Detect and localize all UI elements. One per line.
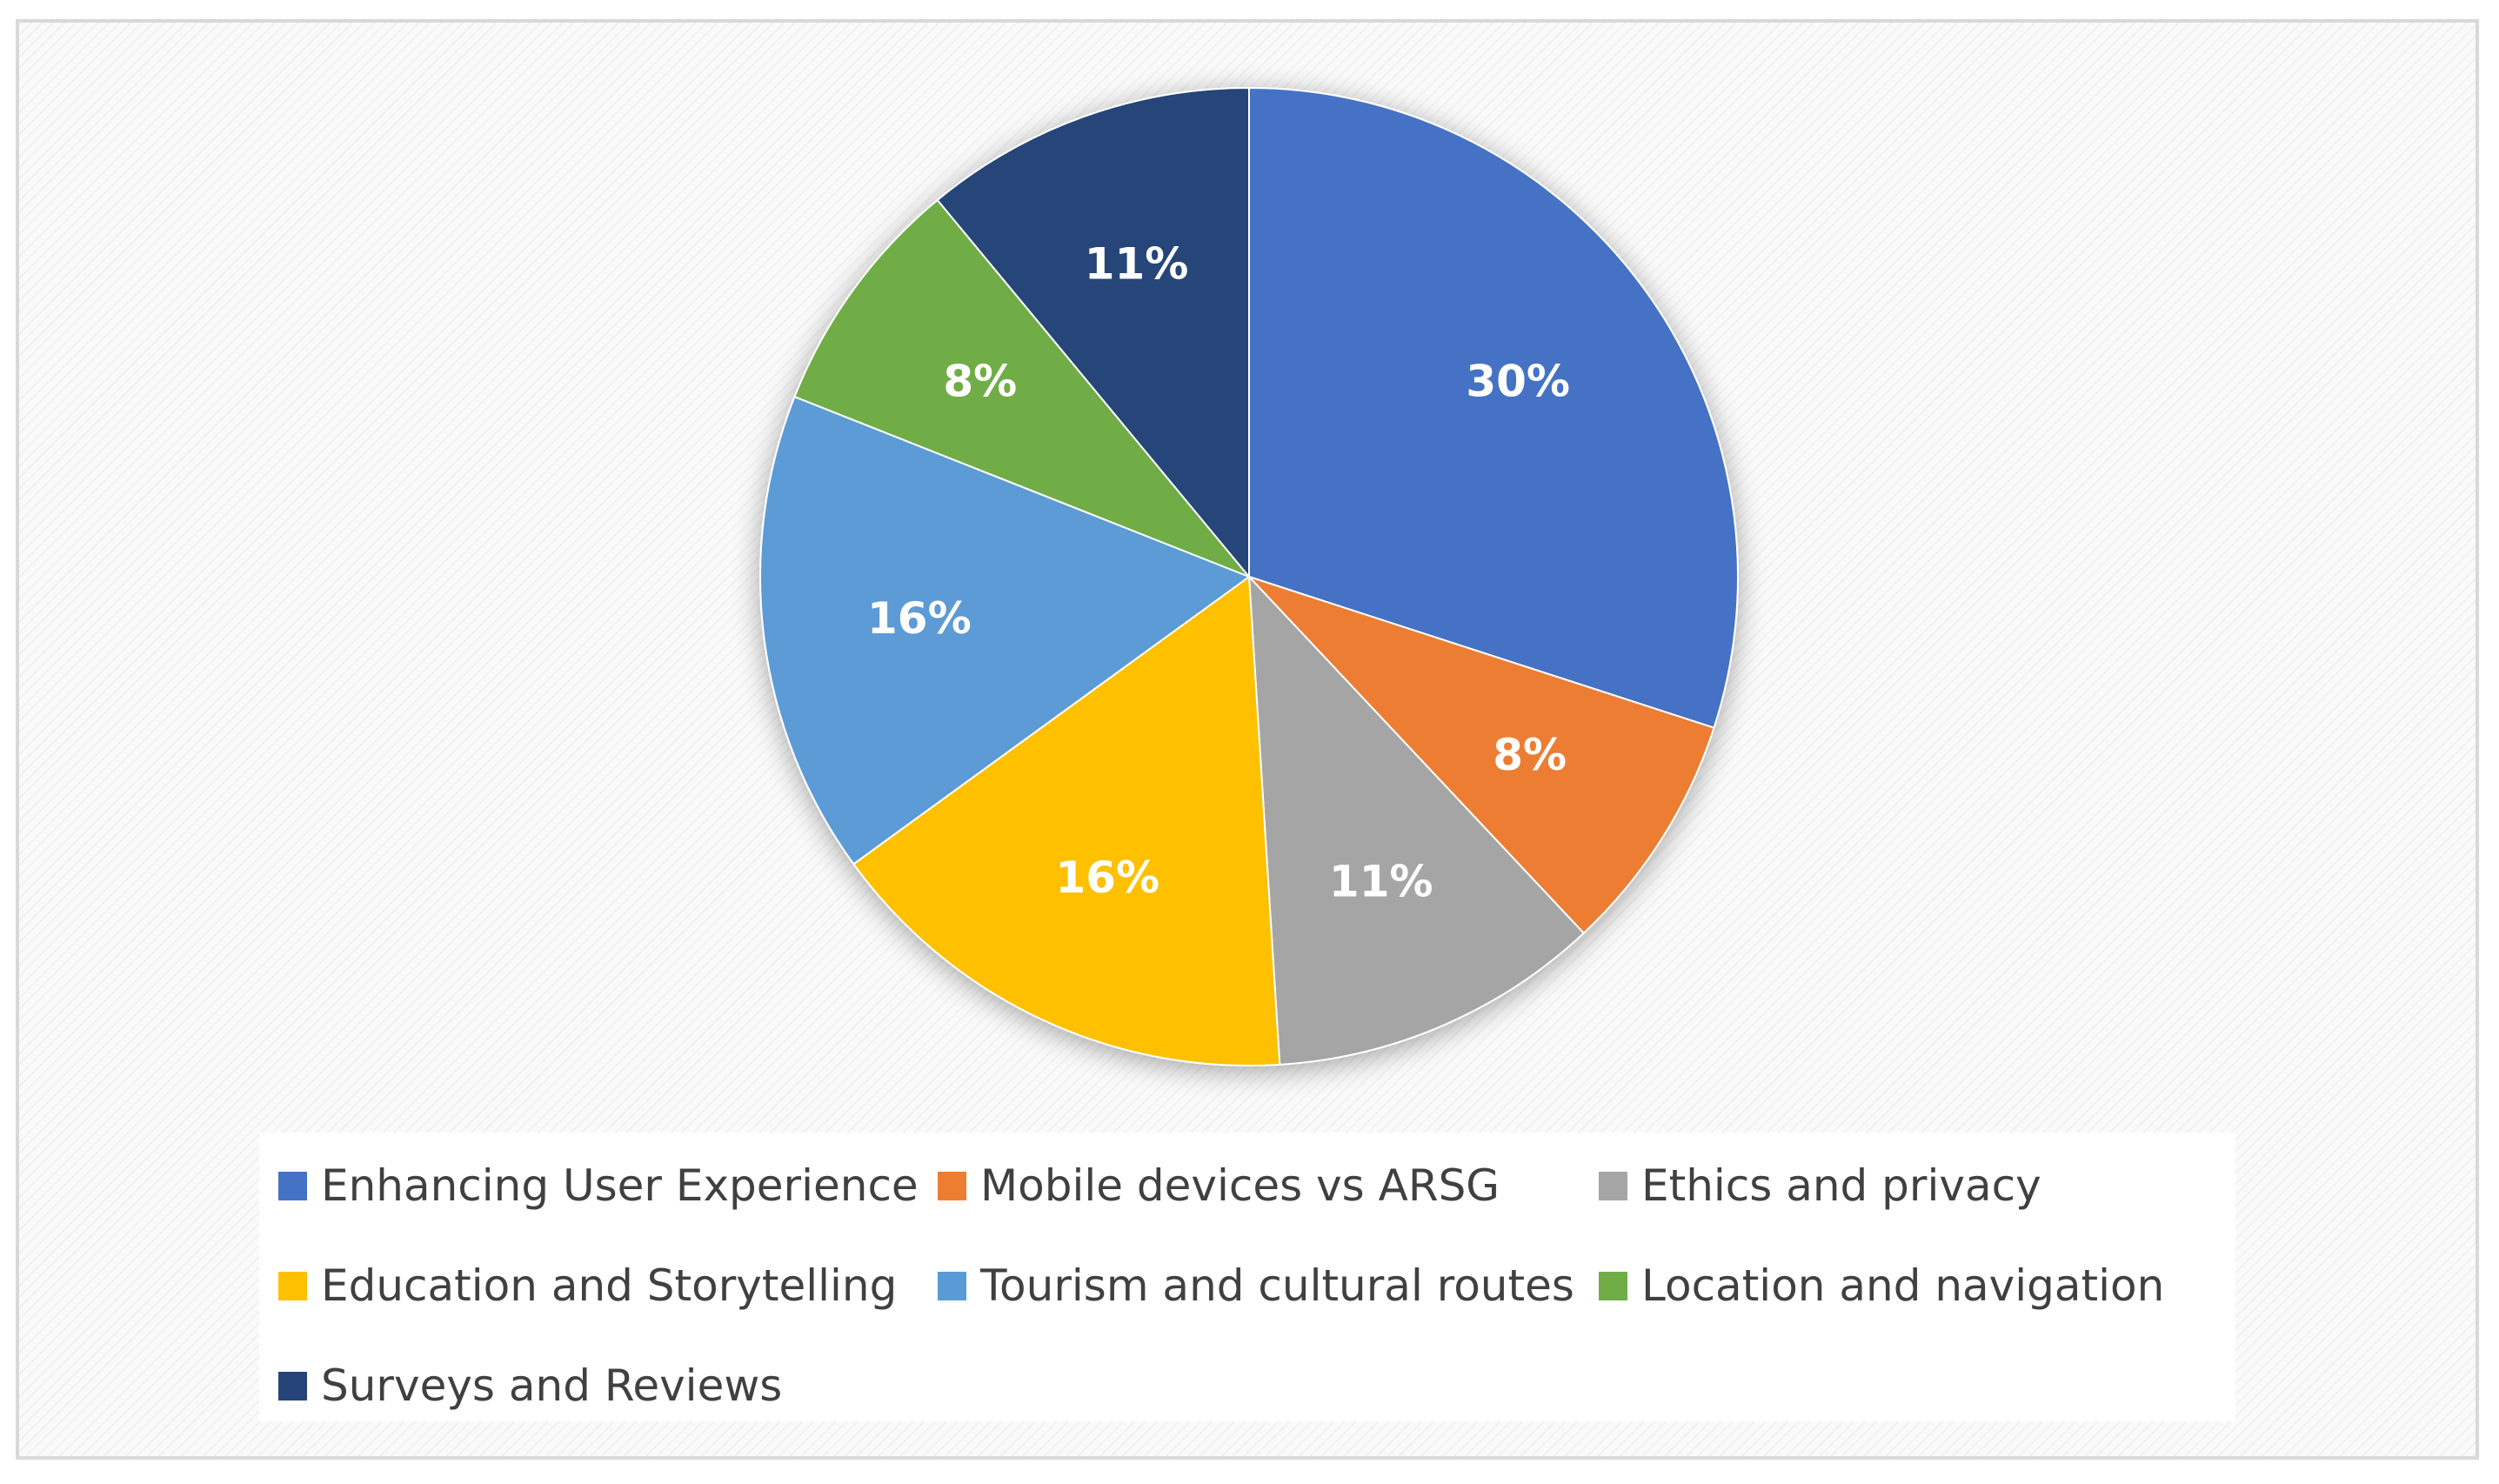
legend-item: Mobile devices vs ARSG bbox=[938, 1155, 1500, 1216]
pie-slice bbox=[1248, 86, 1739, 729]
slice-data-label: 11% bbox=[1085, 238, 1189, 289]
legend-item: Surveys and Reviews bbox=[278, 1355, 782, 1416]
pie-slice bbox=[1248, 576, 1715, 935]
legend-swatch bbox=[278, 1371, 307, 1400]
legend-swatch bbox=[938, 1171, 966, 1200]
slice-data-label: 8% bbox=[943, 356, 1017, 406]
pie-slice bbox=[936, 86, 1250, 579]
pie-slice bbox=[1247, 574, 1586, 1066]
pie-slice bbox=[759, 395, 1252, 866]
slice-data-label: 11% bbox=[1329, 857, 1433, 907]
legend-item: Location and navigation bbox=[1599, 1255, 2164, 1316]
legend-item: Education and Storytelling bbox=[278, 1255, 897, 1316]
legend-swatch bbox=[278, 1271, 307, 1300]
legend-swatch bbox=[1599, 1171, 1627, 1200]
pie-slice bbox=[793, 198, 1250, 578]
chart-legend: Enhancing User Experience Mobile devices… bbox=[259, 1133, 2235, 1421]
legend-label: Education and Storytelling bbox=[321, 1260, 898, 1311]
legend-label: Location and navigation bbox=[1641, 1260, 2165, 1311]
legend-label: Ethics and privacy bbox=[1641, 1160, 2041, 1211]
legend-item: Tourism and cultural routes bbox=[938, 1255, 1574, 1316]
legend-swatch bbox=[278, 1171, 307, 1200]
slice-data-label: 8% bbox=[1493, 730, 1567, 780]
legend-label: Enhancing User Experience bbox=[321, 1160, 919, 1211]
legend-swatch bbox=[938, 1271, 966, 1300]
legend-item: Ethics and privacy bbox=[1599, 1155, 2041, 1216]
slice-data-label: 30% bbox=[1466, 356, 1570, 406]
slice-data-label: 16% bbox=[867, 593, 972, 644]
pie-slice bbox=[852, 575, 1281, 1066]
legend-label: Surveys and Reviews bbox=[321, 1360, 783, 1411]
legend-label: Tourism and cultural routes bbox=[980, 1260, 1574, 1311]
legend-label: Mobile devices vs ARSG bbox=[980, 1160, 1500, 1211]
slice-data-label: 16% bbox=[1055, 852, 1159, 903]
legend-item: Enhancing User Experience bbox=[278, 1155, 919, 1216]
legend-swatch bbox=[1599, 1271, 1627, 1300]
